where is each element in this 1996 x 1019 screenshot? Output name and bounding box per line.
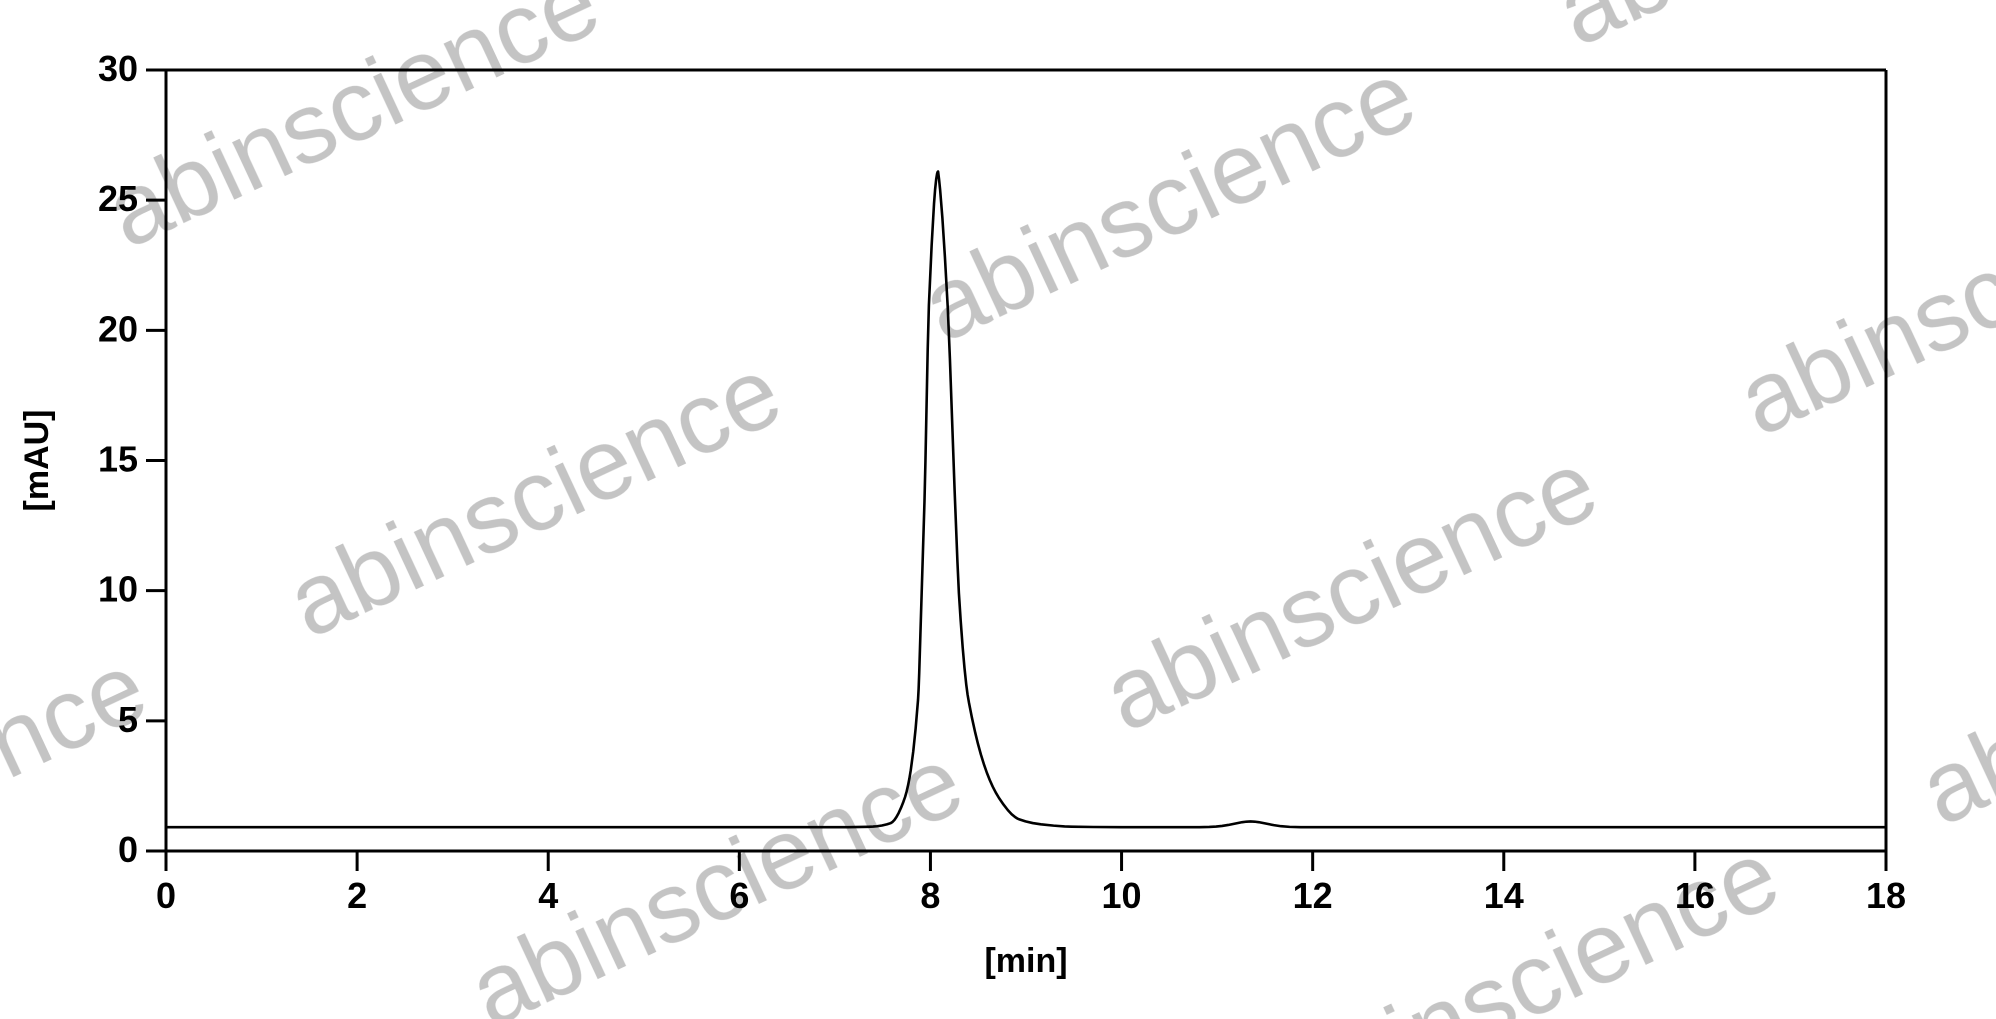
svg-text:12: 12 [1293, 875, 1333, 916]
svg-text:16: 16 [1675, 875, 1715, 916]
svg-text:6: 6 [729, 875, 749, 916]
svg-text:10: 10 [1102, 875, 1142, 916]
svg-text:10: 10 [98, 569, 138, 610]
svg-text:[min]: [min] [984, 942, 1067, 980]
svg-text:20: 20 [98, 308, 138, 349]
svg-text:8: 8 [920, 875, 940, 916]
svg-text:15: 15 [98, 439, 138, 480]
svg-text:5: 5 [118, 699, 138, 740]
svg-text:30: 30 [98, 48, 138, 89]
svg-text:25: 25 [98, 178, 138, 219]
svg-text:2: 2 [347, 875, 367, 916]
svg-text:18: 18 [1866, 875, 1906, 916]
svg-text:0: 0 [118, 829, 138, 870]
svg-text:[mAU]: [mAU] [18, 410, 56, 512]
svg-text:0: 0 [156, 875, 176, 916]
svg-text:14: 14 [1484, 875, 1524, 916]
svg-text:4: 4 [538, 875, 558, 916]
